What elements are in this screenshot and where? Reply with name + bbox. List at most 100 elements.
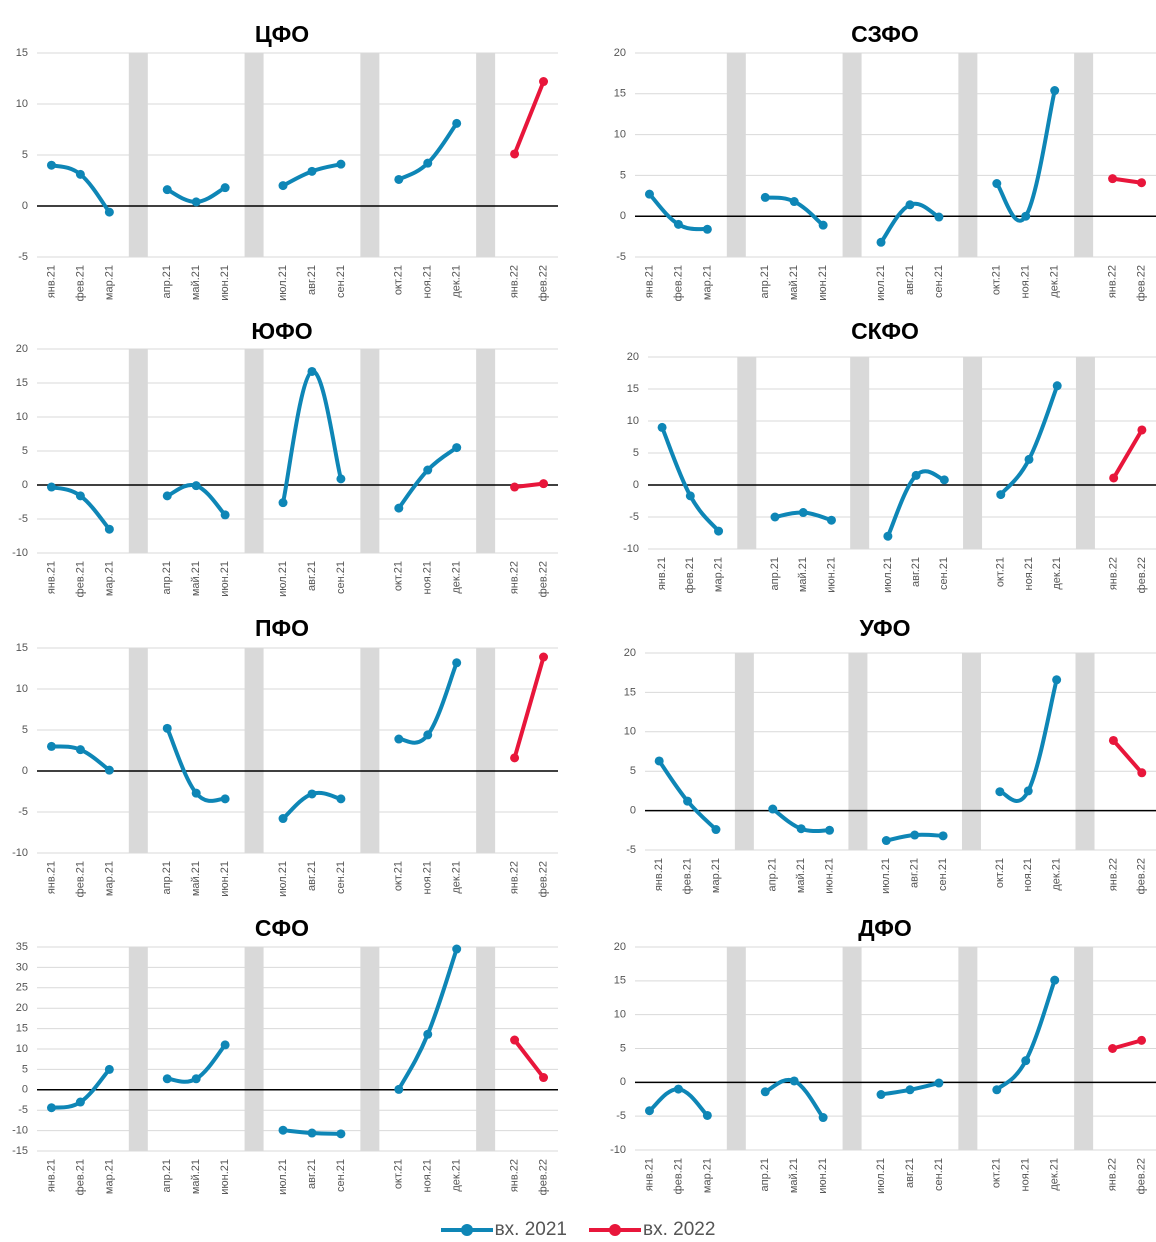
x-tick-label: авг.21 — [306, 861, 318, 891]
x-tick-label: окт.21 — [393, 265, 405, 295]
x-tick-label: апр.21 — [161, 1159, 173, 1192]
data-point-2021 — [1021, 1056, 1031, 1066]
series-line-2021 — [994, 88, 1057, 223]
y-tick-label: 10 — [16, 1043, 28, 1055]
x-tick-label: янв.22 — [1106, 265, 1118, 298]
data-point-2021 — [423, 730, 433, 740]
separator-band — [360, 648, 380, 853]
x-tick-label: фев.22 — [1135, 1158, 1147, 1194]
x-tick-label: дек.21 — [451, 1159, 463, 1192]
series-line-2021 — [660, 425, 721, 534]
y-tick-label: 0 — [620, 210, 626, 222]
panel-5: УФО -5 0 5 10 15 20 янв.21 фев.21 мар.21 апр.21 май… — [624, 615, 1156, 894]
x-tick-label: сен.21 — [335, 861, 347, 894]
data-point-2022 — [510, 753, 520, 763]
data-point-2021 — [46, 160, 56, 170]
data-point-2021 — [46, 482, 56, 492]
data-point-2021 — [423, 465, 433, 475]
x-tick-label: авг.21 — [306, 265, 318, 295]
data-point-2021 — [876, 237, 886, 247]
data-point-2021 — [191, 481, 201, 491]
data-point-2021 — [452, 944, 462, 954]
x-tick-label: июл.21 — [875, 265, 887, 301]
data-point-2022 — [1109, 473, 1119, 483]
data-point-2021 — [905, 200, 915, 210]
x-tick-label: июл.21 — [277, 561, 289, 597]
y-tick-label: 5 — [633, 447, 639, 459]
x-tick-label: окт.21 — [995, 557, 1007, 587]
data-point-2021 — [714, 526, 724, 536]
y-tick-label: -10 — [623, 543, 639, 555]
x-tick-label: июл.21 — [277, 861, 289, 897]
separator-band — [128, 947, 148, 1151]
chart-title: СФО — [255, 915, 309, 941]
data-point-2022 — [539, 652, 549, 662]
data-point-2021 — [673, 219, 683, 229]
data-point-2021 — [881, 836, 891, 846]
series-line-2021 — [396, 947, 459, 1092]
x-tick-label: мар.21 — [103, 265, 115, 300]
y-tick-label: 15 — [614, 88, 626, 100]
x-tick-label: июл.21 — [277, 265, 289, 301]
data-point-2021 — [104, 207, 114, 217]
data-point-2021 — [75, 745, 85, 755]
x-tick-label: янв.22 — [1106, 1158, 1118, 1191]
x-tick-label: июн.21 — [817, 1158, 829, 1194]
y-tick-label: 10 — [16, 98, 28, 110]
data-point-2022 — [510, 149, 520, 159]
data-point-2021 — [654, 756, 664, 766]
separator-band — [244, 349, 264, 553]
separator-band — [842, 53, 862, 257]
y-tick-label: -5 — [629, 511, 639, 523]
data-point-2021 — [162, 1074, 172, 1084]
x-tick-label: фев.22 — [537, 1159, 549, 1195]
y-tick-label: 30 — [16, 961, 28, 973]
data-point-2021 — [644, 189, 654, 199]
x-tick-label: сен.21 — [933, 1158, 945, 1191]
x-tick-label: фев.22 — [537, 561, 549, 597]
legend-label-2021: вх. 2021 — [494, 1219, 567, 1240]
x-tick-label: окт.21 — [393, 561, 405, 591]
series-line-2021 — [396, 445, 459, 511]
x-tick-label: янв.22 — [508, 861, 520, 894]
x-tick-label: авг.21 — [904, 265, 916, 295]
y-tick-label: 0 — [630, 805, 636, 817]
panel-4: ПФО -10 -5 0 5 10 15 янв.21 фев.21 мар.21 апр.21 ма… — [12, 615, 558, 897]
data-point-2021 — [789, 197, 799, 207]
separator-band — [128, 349, 148, 553]
y-tick-label: 10 — [614, 1009, 626, 1021]
x-tick-label: дек.21 — [1049, 265, 1061, 298]
data-point-2021 — [644, 1106, 654, 1116]
separator-band — [476, 947, 496, 1151]
x-tick-label: ноя.21 — [422, 1159, 434, 1192]
data-point-2021 — [934, 1078, 944, 1088]
series-line-2022 — [1111, 427, 1144, 480]
data-point-2022 — [1108, 174, 1118, 184]
panel-3: СКФО -10 -5 0 5 10 15 20 янв.21 фев.21 мар.21 апр.2… — [623, 318, 1156, 593]
series-line-2021 — [885, 469, 947, 539]
legend-item-2021: вх. 2021 — [440, 1219, 567, 1241]
x-tick-label: янв.21 — [45, 1159, 57, 1192]
x-tick-label: дек.21 — [1051, 858, 1063, 891]
y-tick-label: 0 — [22, 765, 28, 777]
data-point-2021 — [336, 794, 346, 804]
x-tick-label: янв.22 — [508, 561, 520, 594]
data-point-2021 — [191, 788, 201, 798]
separator-band — [360, 349, 380, 553]
x-tick-label: апр.21 — [759, 265, 771, 298]
y-tick-label: 15 — [627, 383, 639, 395]
x-tick-label: янв.21 — [45, 265, 57, 298]
x-tick-label: май.21 — [190, 561, 202, 596]
data-point-2021 — [278, 814, 288, 824]
data-point-2021 — [789, 1076, 799, 1086]
separator-band — [128, 53, 148, 257]
x-tick-label: янв.22 — [1107, 858, 1119, 891]
x-tick-label: июн.21 — [219, 1159, 231, 1195]
series-line-2021 — [997, 677, 1059, 803]
data-point-2022 — [510, 1035, 520, 1045]
separator-band — [476, 648, 496, 853]
series-line-2021 — [879, 201, 941, 245]
x-tick-label: авг.21 — [306, 1159, 318, 1189]
y-tick-label: -15 — [12, 1145, 28, 1157]
data-point-2021 — [220, 1040, 230, 1050]
